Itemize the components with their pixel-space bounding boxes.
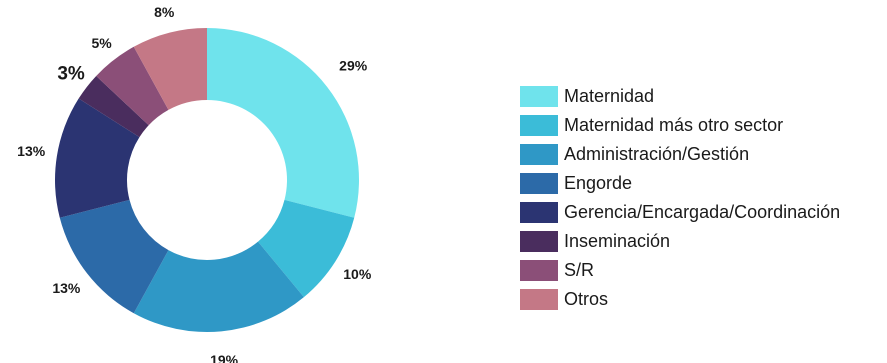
legend-label: Maternidad [564,86,655,106]
legend-item-otros: Otros [520,285,840,314]
legend-label: Inseminación [564,231,671,251]
value-label-gerencia-encargada-coordinacion: 13% [17,143,46,159]
slice-inseminacion [78,75,149,138]
legend-item-engorde: Engorde [520,169,840,198]
slice-engorde [59,199,169,314]
legend-swatch [520,144,558,165]
legend-item-maternidad-mas-otro-sector: Maternidad más otro sector [520,111,840,140]
legend-label: Administración/Gestión [564,144,750,164]
legend-swatch [520,115,558,136]
legend-label: Engorde [564,173,633,193]
legend-swatch [520,289,558,310]
legend-swatch [520,86,558,107]
legend-swatch [520,202,558,223]
legend-item-s-r: S/R [520,256,840,285]
value-label-engorde: 13% [52,280,81,296]
slice-administracion-gestion [133,241,304,332]
legend-item-inseminacion: Inseminación [520,227,840,256]
legend-label: Otros [564,289,609,309]
value-label-inseminacion: 3% [57,64,85,85]
slice-s-r [96,46,169,126]
value-label-otros: 8% [154,4,175,20]
legend-swatch [520,231,558,252]
legend-label: Maternidad más otro sector [564,115,784,135]
legend-label: Gerencia/Encargada/Coordinación [564,202,841,222]
legend-label: S/R [564,260,595,280]
slice-value-labels: 29% 10% 19% 13% 13% 3% 5% 8% [17,4,372,363]
legend-item-gerencia-encargada-coordinacion: Gerencia/Encargada/Coordinación [520,198,840,227]
value-label-s-r: 5% [91,35,112,51]
slice-maternidad-mas-otro-sector [257,199,355,298]
donut-chart: 29% 10% 19% 13% 13% 3% 5% 8% [17,4,372,363]
slice-maternidad [207,28,359,218]
donut-slices [55,28,359,332]
slice-otros [133,28,207,110]
value-label-administracion-gestion: 19% [210,352,239,363]
value-label-maternidad: 29% [339,57,368,73]
legend-item-maternidad: Maternidad [520,82,840,111]
legend-item-administracion-gestion: Administración/Gestión [520,140,840,169]
slice-gerencia-encargada-coordinacion [55,98,140,218]
chart-legend: Maternidad Maternidad más otro sector Admi… [520,82,840,314]
value-label-maternidad-mas-otro-sector: 10% [343,266,372,282]
legend-swatch [520,173,558,194]
legend-swatch [520,260,558,281]
